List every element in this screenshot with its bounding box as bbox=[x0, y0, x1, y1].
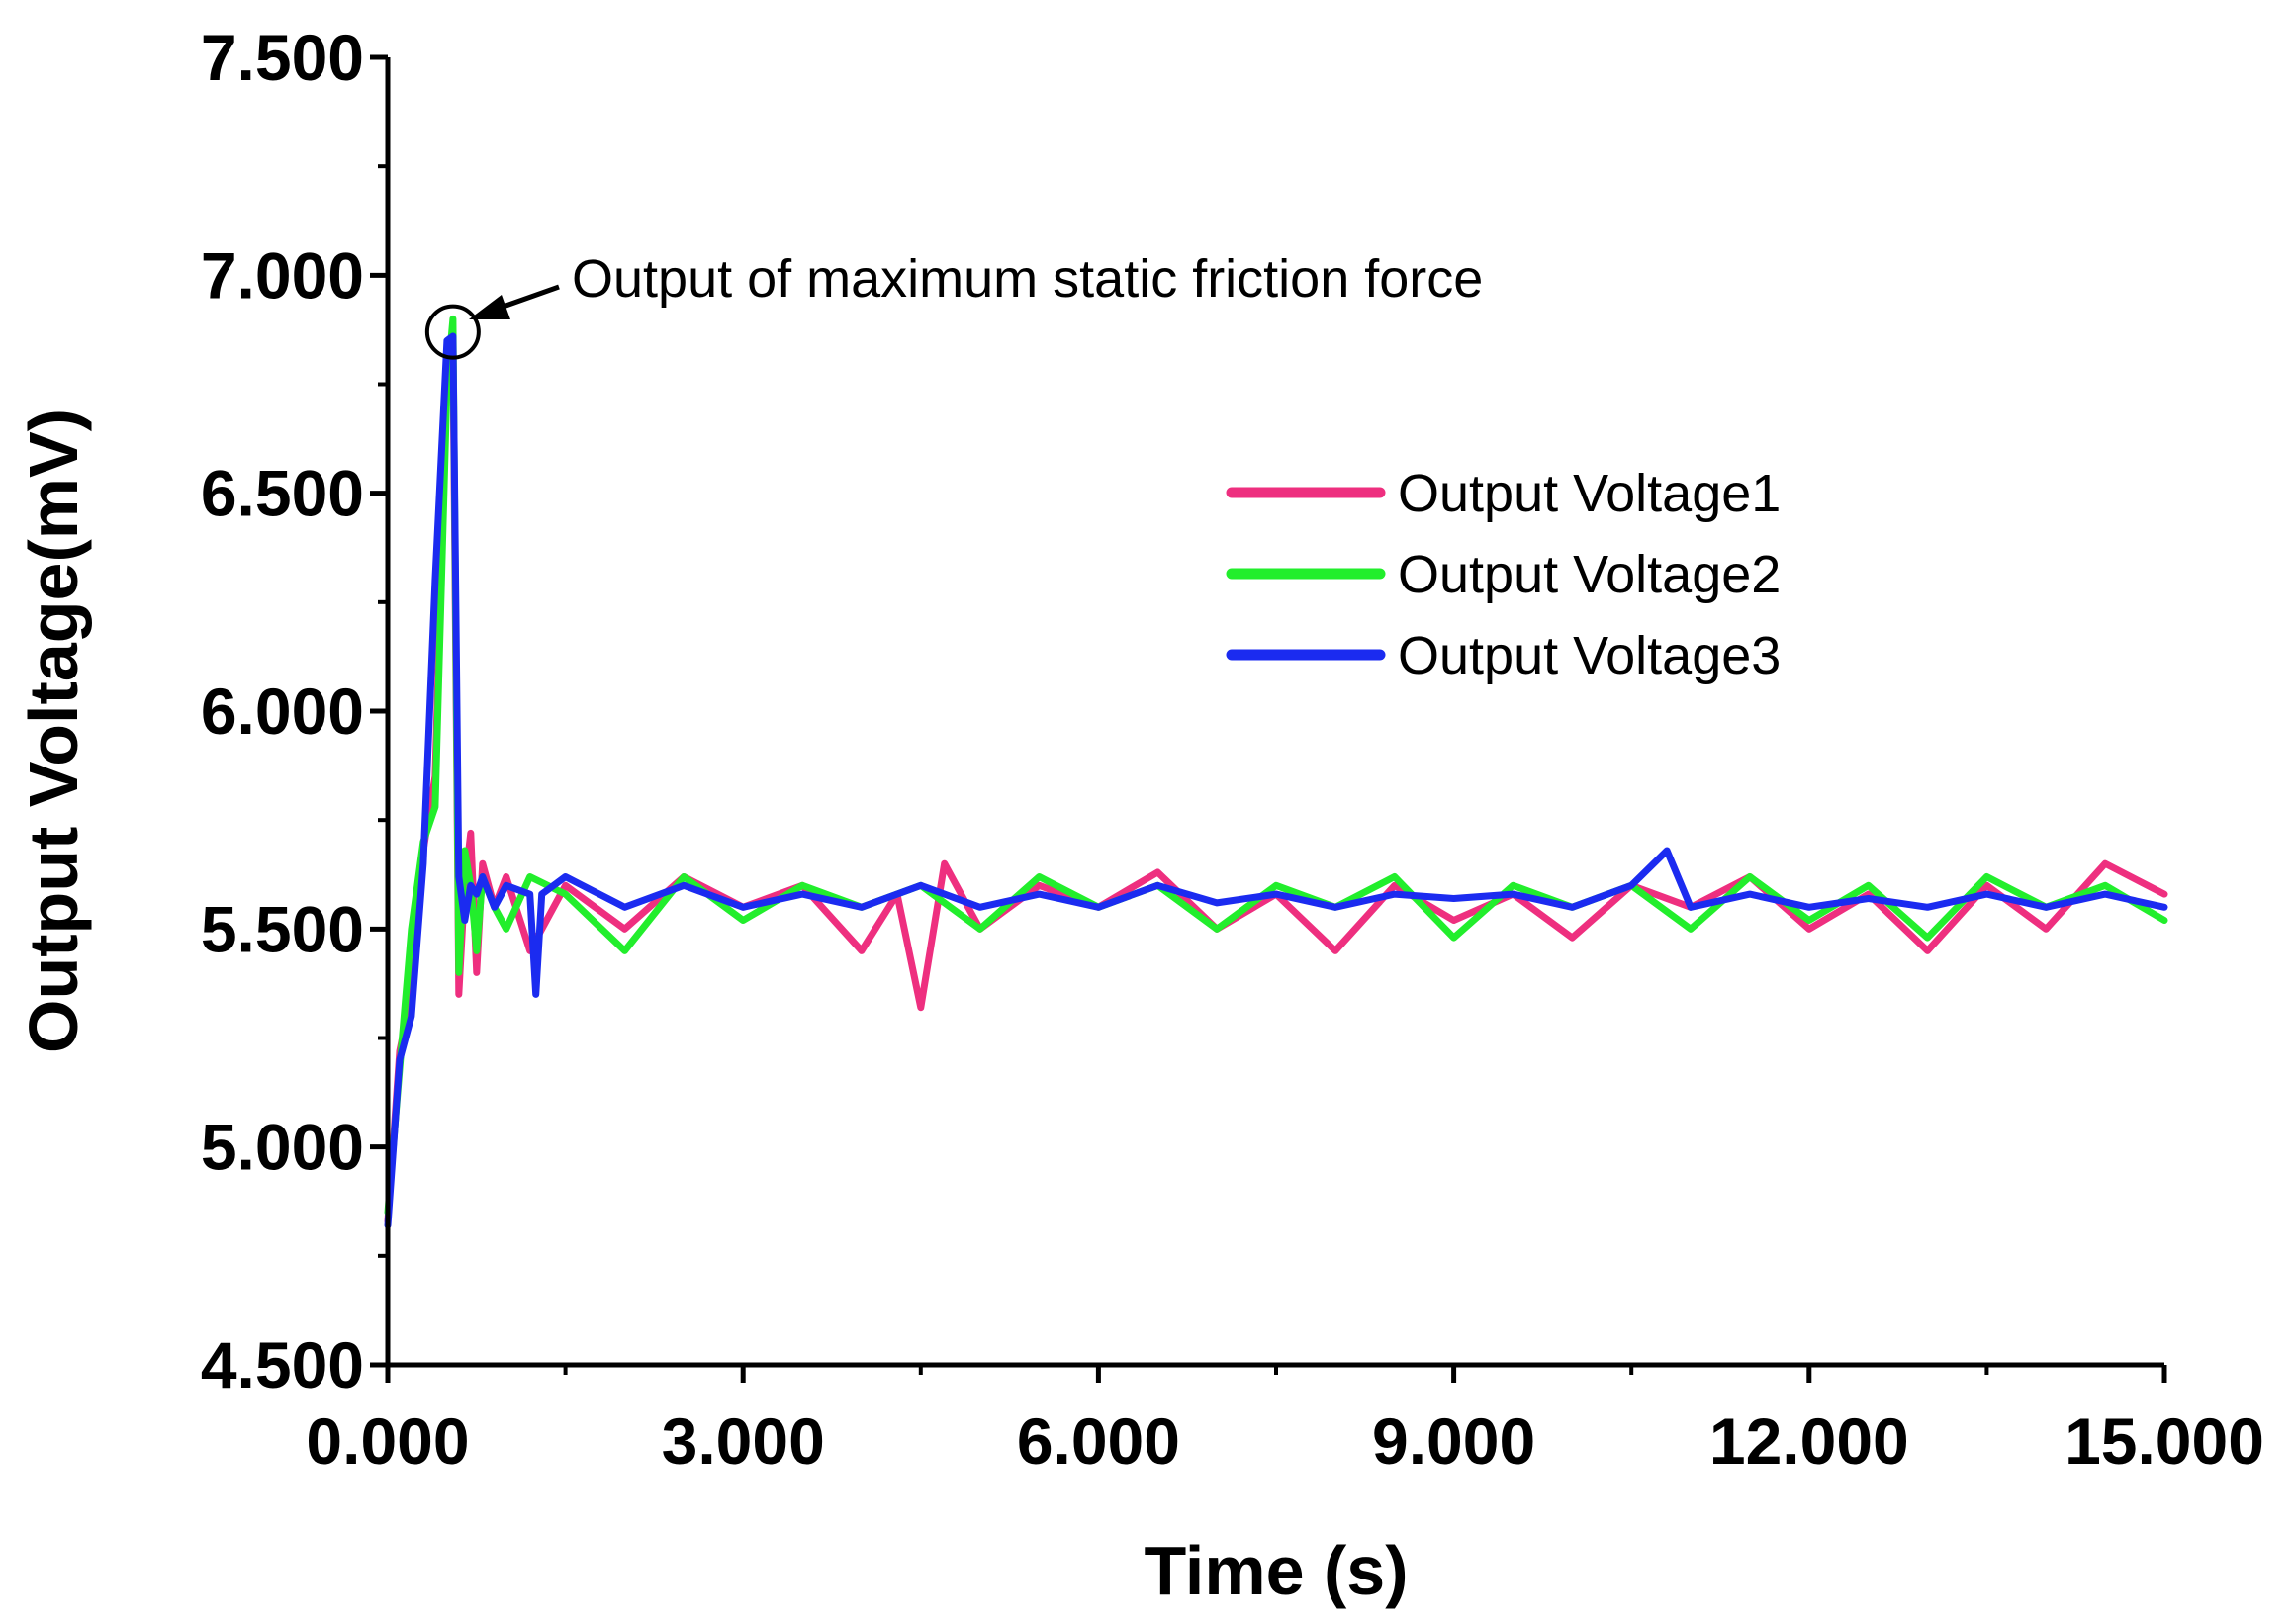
y-tick-label: 7.500 bbox=[201, 21, 364, 94]
series-lines bbox=[384, 315, 2168, 1229]
y-tick-label: 6.500 bbox=[201, 457, 364, 530]
series-line-1 bbox=[384, 345, 2168, 1225]
y-axis-title: Output Voltage(mV) bbox=[15, 408, 92, 1053]
y-tick-label: 5.500 bbox=[201, 892, 364, 965]
legend-label-3: Output Voltage3 bbox=[1398, 626, 1781, 685]
legend: Output Voltage1 Output Voltage2 Output Vol… bbox=[1226, 464, 1781, 685]
series-line-2 bbox=[384, 315, 2168, 1217]
y-tick-label: 6.000 bbox=[201, 675, 364, 748]
x-tick-label: 15.000 bbox=[2065, 1404, 2264, 1478]
x-tick-label: 12.000 bbox=[1709, 1404, 1909, 1478]
x-axis-title: Time (s) bbox=[1144, 1532, 1408, 1609]
x-axis-ticks: 0.000 3.000 6.000 9.000 12.000 15.000 bbox=[306, 1365, 2264, 1478]
annotation: Output of maximum static friction force bbox=[424, 249, 1483, 360]
legend-label-2: Output Voltage2 bbox=[1398, 545, 1781, 604]
y-tick-label: 4.500 bbox=[201, 1328, 364, 1401]
x-tick-label: 9.000 bbox=[1372, 1404, 1535, 1478]
x-tick-label: 3.000 bbox=[662, 1404, 825, 1478]
annotation-text: Output of maximum static friction force bbox=[572, 249, 1483, 309]
peak-marker-circle bbox=[424, 304, 481, 360]
series-line-3 bbox=[384, 332, 2168, 1229]
y-tick-label: 7.000 bbox=[201, 238, 364, 312]
y-axis-ticks: 4.500 5.000 5.500 6.000 6.500 7.000 7.500 bbox=[201, 21, 388, 1401]
x-tick-label: 6.000 bbox=[1017, 1404, 1180, 1478]
annotation-arrow-head bbox=[469, 295, 510, 319]
x-tick-label: 0.000 bbox=[306, 1404, 469, 1478]
legend-label-1: Output Voltage1 bbox=[1398, 464, 1781, 523]
y-tick-label: 5.000 bbox=[201, 1111, 364, 1184]
